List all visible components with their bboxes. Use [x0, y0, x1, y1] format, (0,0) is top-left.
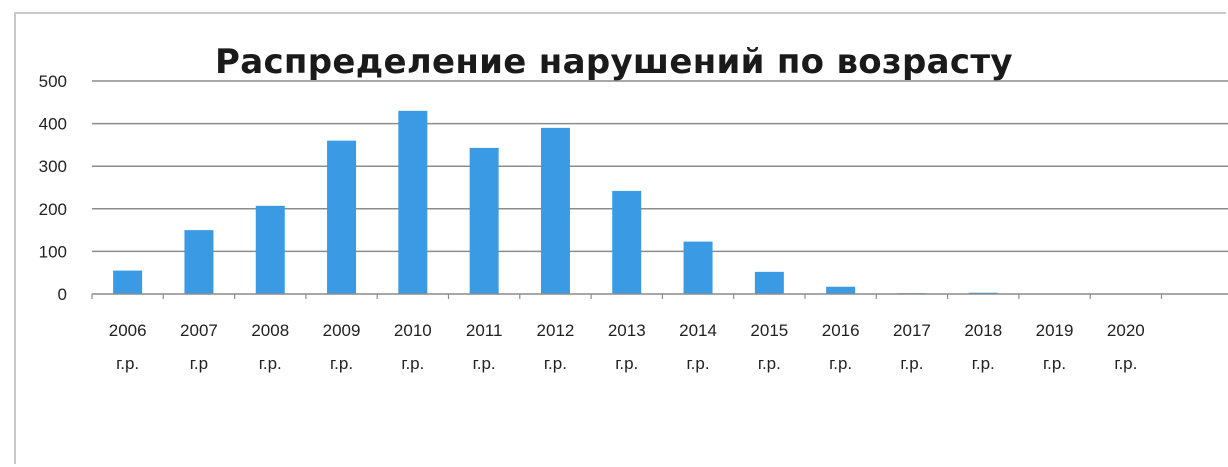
x-tick-label-suffix: г.р. [615, 354, 638, 373]
x-tick-label-year: 2006 [109, 321, 147, 340]
y-tick-label: 0 [58, 285, 67, 304]
x-tick-label-suffix: г.р. [116, 354, 139, 373]
x-tick-label-year: 2014 [679, 321, 717, 340]
x-tick-label-suffix: г.р. [758, 354, 781, 373]
chart-title: Распределение нарушений по возрасту [215, 42, 1013, 82]
y-tick-label: 400 [39, 115, 67, 134]
y-tick-label: 300 [39, 157, 67, 176]
bar-2011 [469, 147, 499, 294]
bar-2012 [540, 127, 570, 294]
chart-frame [14, 12, 1226, 464]
x-tick-label-suffix: г.р. [1043, 354, 1066, 373]
x-tick-label-year: 2010 [394, 321, 432, 340]
x-tick-label-suffix: г.р. [259, 354, 282, 373]
bar-2014 [683, 241, 713, 294]
x-tick-label-suffix: г.р. [972, 354, 995, 373]
bar-2008 [255, 205, 285, 294]
bar-2015 [754, 271, 784, 294]
x-tick-label-suffix: г.р. [829, 354, 852, 373]
x-axis-category-labels: 2006 г.р. 2007 г.р 2008 г.р. 2009 г.р. 2010 г.р. 2… [109, 321, 1145, 373]
x-axis [91, 293, 1228, 299]
x-tick-label-year: 2008 [251, 321, 289, 340]
y-axis-tick-labels: 0 100 200 300 400 500 [39, 72, 67, 304]
x-tick-label-year: 2011 [466, 321, 503, 340]
x-tick-label-year: 2007 [180, 321, 218, 340]
bar-2016 [826, 286, 856, 294]
x-tick-label-year: 2015 [750, 321, 788, 340]
x-tick-label-suffix: г.р. [330, 354, 353, 373]
x-tick-label-year: 2012 [537, 321, 575, 340]
x-tick-label-year: 2017 [893, 321, 931, 340]
bar-2010 [398, 110, 428, 294]
y-tick-label: 500 [39, 72, 67, 91]
x-tick-label-suffix: г.р. [473, 354, 496, 373]
x-tick-label-year: 2019 [1036, 321, 1074, 340]
y-tick-label: 100 [39, 242, 67, 261]
bar-2009 [327, 140, 357, 294]
x-tick-label-year: 2020 [1107, 321, 1145, 340]
bar-2013 [612, 190, 642, 294]
x-tick-label-suffix: г.р. [1114, 354, 1137, 373]
x-tick-label-suffix: г.р. [401, 354, 424, 373]
x-tick-label-year: 2013 [608, 321, 646, 340]
x-tick-label-suffix: г.р. [544, 354, 567, 373]
y-tick-label: 200 [39, 200, 67, 219]
x-tick-label-year: 2018 [964, 321, 1002, 340]
bars [113, 110, 998, 294]
bar-2006 [113, 270, 143, 294]
x-tick-label-suffix: г.р [190, 354, 208, 373]
x-tick-label-year: 2016 [822, 321, 860, 340]
x-tick-label-suffix: г.р. [900, 354, 923, 373]
bar-2007 [184, 230, 214, 294]
x-tick-label-year: 2009 [323, 321, 361, 340]
x-tick-label-suffix: г.р. [687, 354, 710, 373]
